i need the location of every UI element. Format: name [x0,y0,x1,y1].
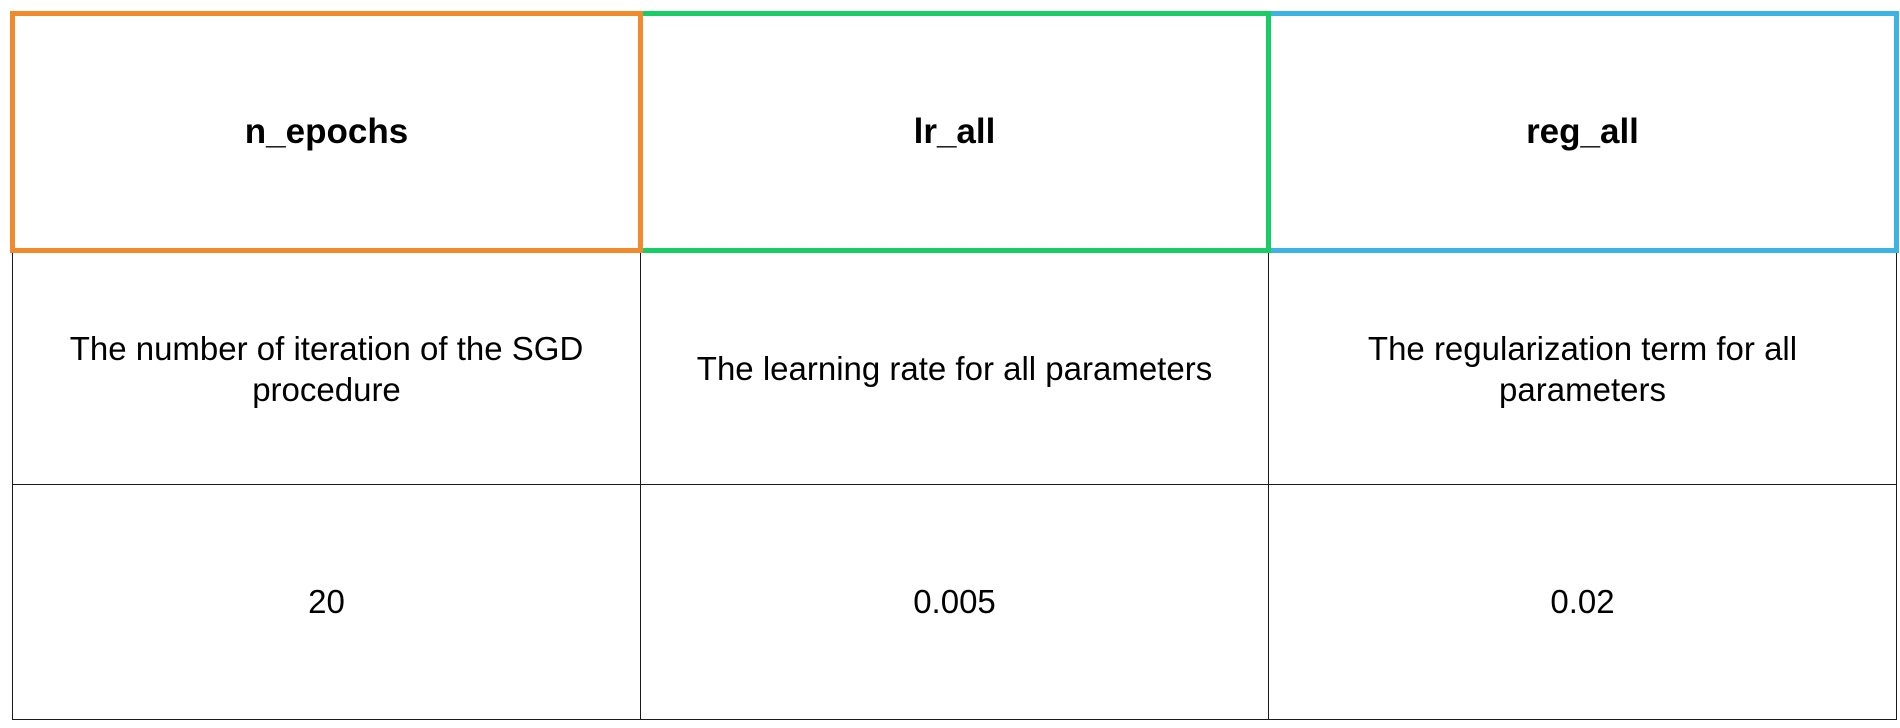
header-reg-all: reg_all [1266,11,1899,253]
description-reg-all: The regularization term for all paramete… [1268,250,1897,485]
header-row: n_epochs lr_all reg_all [10,11,1899,253]
description-n-epochs: The number of iteration of the SGD proce… [12,250,641,485]
parameter-table: n_epochs lr_all reg_all The number of it… [10,11,1899,720]
value-row: 20 0.005 0.02 [12,484,1897,720]
description-row: The number of iteration of the SGD proce… [12,250,1897,485]
value-n-epochs: 20 [12,484,641,720]
header-n-epochs: n_epochs [10,11,643,253]
value-reg-all: 0.02 [1268,484,1897,720]
value-lr-all: 0.005 [640,484,1269,720]
header-lr-all: lr_all [638,11,1271,253]
description-lr-all: The learning rate for all parameters [640,250,1269,485]
